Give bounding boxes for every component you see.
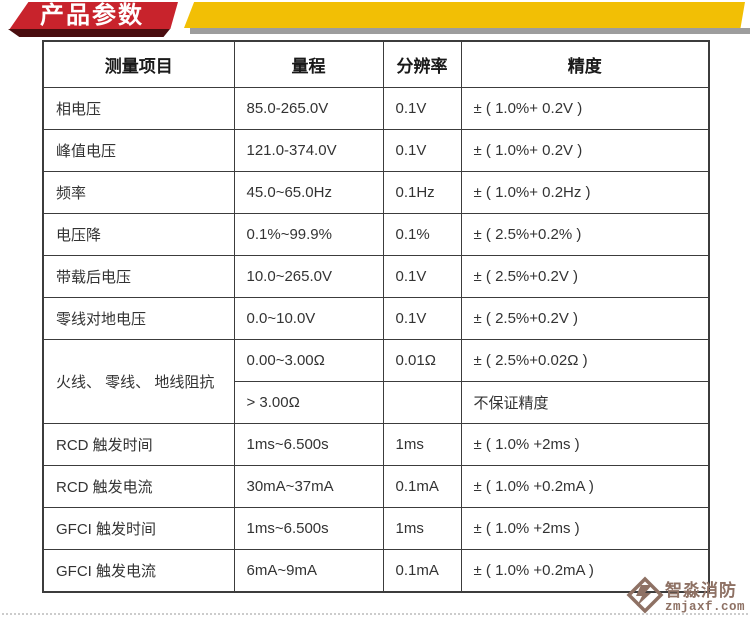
cell-resolution: 0.1mA	[382, 465, 462, 508]
cell-resolution: 0.1V	[382, 255, 462, 298]
cell-accuracy: ± ( 1.0% +2ms )	[460, 423, 710, 466]
table-row: RCD 触发时间 1ms~6.500s 1ms ± ( 1.0% +2ms )	[42, 423, 710, 466]
table-row: 带载后电压 10.0~265.0V 0.1V ± ( 2.5%+0.2V )	[42, 255, 710, 298]
cell-item: GFCI 触发电流	[42, 549, 235, 593]
cell-accuracy: ± ( 2.5%+0.2V )	[460, 255, 710, 298]
watermark-logo: 智淼消防 zmjaxf.com	[626, 576, 745, 619]
header-measurement-item: 测量项目	[42, 40, 235, 88]
table-row: 峰值电压 121.0-374.0V 0.1V ± ( 1.0%+ 0.2V )	[42, 129, 710, 172]
table-row: 相电压 85.0-265.0V 0.1V ± ( 1.0%+ 0.2V )	[42, 87, 710, 130]
cell-range: 45.0~65.0Hz	[233, 171, 384, 214]
cell-accuracy: ± ( 1.0% +0.2mA )	[460, 465, 710, 508]
cell-accuracy: ± ( 2.5%+0.02Ω )	[460, 339, 710, 382]
zmjaxf-logo-icon	[626, 576, 664, 619]
cell-resolution: 0.1V	[382, 129, 462, 172]
header-accuracy: 精度	[460, 40, 710, 88]
cell-range: 1ms~6.500s	[233, 423, 384, 466]
cell-item-merged: 火线、 零线、 地线阻抗	[42, 339, 235, 424]
header-resolution: 分辨率	[382, 40, 462, 88]
table-row: RCD 触发电流 30mA~37mA 0.1mA ± ( 1.0% +0.2mA…	[42, 465, 710, 508]
cell-accuracy: 不保证精度	[460, 381, 710, 424]
table-row: 频率 45.0~65.0Hz 0.1Hz ± ( 1.0%+ 0.2Hz )	[42, 171, 710, 214]
cell-item: RCD 触发时间	[42, 423, 235, 466]
cell-resolution: 1ms	[382, 507, 462, 550]
header-range: 量程	[233, 40, 384, 88]
cell-resolution: 0.1Hz	[382, 171, 462, 214]
cell-accuracy: ± ( 1.0% +2ms )	[460, 507, 710, 550]
table-row: > 3.00Ω 不保证精度	[43, 381, 710, 424]
table-row: GFCI 触发电流 6mA~9mA 0.1mA ± ( 1.0% +0.2mA …	[42, 549, 710, 593]
cell-resolution: 0.1mA	[382, 549, 462, 593]
cell-range: 0.1%~99.9%	[233, 213, 384, 256]
cell-range: 0.00~3.00Ω	[233, 339, 384, 382]
page-title: 产品参数	[40, 2, 144, 29]
cell-resolution: 0.1V	[382, 297, 462, 340]
table-row: GFCI 触发时间 1ms~6.500s 1ms ± ( 1.0% +2ms )	[42, 507, 710, 550]
cell-resolution: 0.1%	[382, 213, 462, 256]
banner-gray-strip	[190, 28, 750, 34]
cell-accuracy: ± ( 2.5%+0.2% )	[460, 213, 710, 256]
cell-range: 10.0~265.0V	[233, 255, 384, 298]
logo-texts: 智淼消防 zmjaxf.com	[665, 582, 745, 614]
cell-resolution	[382, 381, 462, 424]
cell-range: > 3.00Ω	[233, 381, 384, 424]
cell-item: 零线对地电压	[42, 297, 235, 340]
table-row: 电压降 0.1%~99.9% 0.1% ± ( 2.5%+0.2% )	[42, 213, 710, 256]
cell-resolution: 1ms	[382, 423, 462, 466]
cell-accuracy: ± ( 1.0% +0.2mA )	[460, 549, 710, 593]
cell-resolution: 0.1V	[382, 87, 462, 130]
cell-accuracy: ± ( 1.0%+ 0.2Hz )	[460, 171, 710, 214]
cell-item: RCD 触发电流	[42, 465, 235, 508]
cell-range: 0.0~10.0V	[233, 297, 384, 340]
cell-item: 电压降	[42, 213, 235, 256]
banner-yellow-bar	[184, 2, 745, 28]
table-row: 火线、 零线、 地线阻抗 0.00~3.00Ω 0.01Ω ± ( 2.5%+0…	[42, 339, 710, 424]
bottom-dotted-divider	[2, 613, 748, 615]
cell-item: 频率	[42, 171, 235, 214]
table-row: 零线对地电压 0.0~10.0V 0.1V ± ( 2.5%+0.2V )	[42, 297, 710, 340]
table-header-row: 测量项目 量程 分辨率 精度	[42, 40, 710, 88]
cell-item: GFCI 触发时间	[42, 507, 235, 550]
cell-item: 相电压	[42, 87, 235, 130]
cell-resolution: 0.01Ω	[382, 339, 462, 382]
cell-range: 6mA~9mA	[233, 549, 384, 593]
cell-range: 1ms~6.500s	[233, 507, 384, 550]
cell-accuracy: ± ( 2.5%+0.2V )	[460, 297, 710, 340]
banner-red-ribbon	[9, 2, 178, 29]
banner-red-ribbon-shadow	[8, 29, 170, 37]
logo-domain: zmjaxf.com	[665, 599, 746, 614]
logo-name: 智淼消防	[665, 580, 737, 600]
cell-accuracy: ± ( 1.0%+ 0.2V )	[460, 87, 710, 130]
spec-table: 测量项目 量程 分辨率 精度 相电压 85.0-265.0V 0.1V ± ( …	[42, 40, 710, 593]
cell-item: 带载后电压	[42, 255, 235, 298]
cell-item: 峰值电压	[42, 129, 235, 172]
cell-accuracy: ± ( 1.0%+ 0.2V )	[460, 129, 710, 172]
cell-range: 30mA~37mA	[233, 465, 384, 508]
cell-range: 121.0-374.0V	[233, 129, 384, 172]
cell-range: 85.0-265.0V	[233, 87, 384, 130]
